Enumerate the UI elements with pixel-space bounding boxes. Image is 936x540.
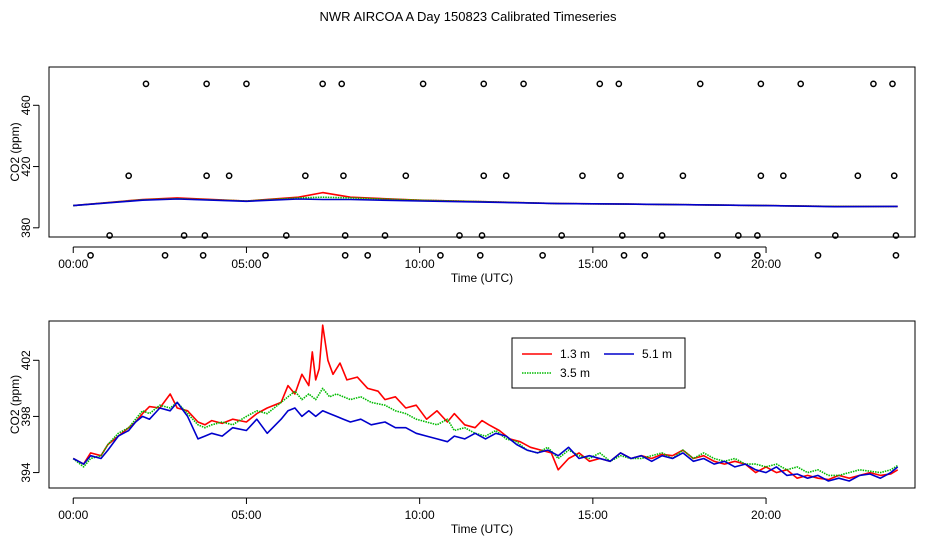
panel1-calibration-point [831, 232, 839, 239]
panel1-calibration-point [301, 172, 309, 180]
panel1-calibration-point [641, 252, 649, 259]
panel2-legend-box [511, 337, 686, 389]
panel1-calibration-point [437, 252, 444, 259]
panel1-calibration-point [180, 232, 188, 239]
panel2-legend-label: 5.1 m [642, 347, 672, 361]
panel1-calibration-point [341, 232, 349, 239]
panel1-y-tick-label: 380 [19, 217, 33, 237]
panel1-calibration-point [243, 80, 250, 88]
panel1-calibration-point [757, 80, 765, 88]
panel1-calibration-point [754, 232, 761, 239]
panel1-x-tick-label: 10:00 [405, 257, 435, 271]
panel1-calibration-point [142, 80, 150, 88]
panel1-calibration-point [658, 232, 666, 239]
panel2-legend-label: 1.3 m [560, 347, 590, 361]
panel1-calibration-point [106, 232, 113, 239]
panel1-calibration-point [203, 80, 210, 88]
panel1-x-tick-label: 20:00 [751, 257, 781, 271]
panel2-x-tick-label: 10:00 [405, 508, 435, 522]
panel2-plot-frame [48, 320, 916, 489]
panel1-calibration-point [620, 252, 628, 259]
panel1-calibration-point [225, 172, 233, 180]
panel1-calibration-point [476, 252, 484, 259]
panel1-calibration-point [696, 80, 704, 88]
panel1-calibration-point [520, 80, 527, 88]
panel1-calibration-point [617, 172, 624, 180]
panel1-calibration-point [480, 80, 488, 88]
panel1-calibration-point [456, 232, 463, 239]
panel2-y-tick-label: 398 [19, 406, 33, 426]
panel1-calibration-point [780, 172, 787, 180]
panel1-calibration-point [754, 252, 761, 259]
panel1-calibration-point [890, 172, 898, 180]
panel2-x-tick-label: 15:00 [578, 508, 608, 522]
panel1-x-tick-label: 00:00 [58, 257, 88, 271]
panel1-calibration-point [889, 80, 896, 88]
panel1-x-tick-label: 05:00 [231, 257, 261, 271]
panel2-x-tick-label: 00:00 [58, 508, 88, 522]
panel1-calibration-point [814, 252, 822, 259]
panel1-calibration-point [319, 80, 327, 88]
panel2-y-tick-label: 394 [19, 462, 33, 482]
panel1-calibration-point [558, 232, 566, 239]
panel1-calibration-point [419, 80, 427, 88]
panel1-calibration-point [478, 232, 486, 239]
panel1-calibration-point [870, 80, 877, 88]
panel1-calibration-point [618, 232, 626, 239]
panel1-calibration-point [480, 172, 488, 180]
panel2-legend-label: 3.5 m [560, 366, 590, 380]
panel2-x-axis-title: Time (UTC) [451, 522, 513, 536]
panel1-calibration-point [364, 252, 372, 259]
panel2-y-axis-title: CO2 (ppm) [8, 375, 22, 434]
panel2-series-line-13m [72, 324, 899, 481]
panel1-calibration-point [199, 252, 207, 259]
panel1-x-axis-title: Time (UTC) [451, 271, 513, 285]
panel1-calibration-point [714, 252, 721, 259]
panel2-series-line-35m [72, 387, 899, 477]
panel1-calibration-point [757, 172, 765, 180]
panel1-calibration-point [340, 172, 347, 180]
panel1-calibration-point [854, 172, 862, 180]
panel1-series-line-51m [73, 198, 898, 208]
panel1-calibration-point [679, 172, 687, 180]
panel1-calibration-point [502, 172, 510, 180]
panel1-calibration-point [381, 232, 389, 239]
panel2-x-tick-label: 05:00 [231, 508, 261, 522]
panel1-calibration-point [734, 232, 742, 239]
figure-title: NWR AIRCOA A Day 150823 Calibrated Times… [319, 9, 617, 24]
panel1-calibration-point [201, 232, 209, 239]
panel1-x-tick-label: 15:00 [578, 257, 608, 271]
panel1-calibration-point [262, 252, 269, 259]
panel1-calibration-point [203, 172, 210, 180]
panel1-calibration-point [87, 252, 94, 259]
panel1-y-axis-title: CO2 (ppm) [8, 122, 22, 181]
panel2-x-tick-label: 20:00 [751, 508, 781, 522]
panel1-calibration-point [125, 172, 133, 180]
panel2-y-tick-label: 402 [19, 350, 33, 370]
panel1-calibration-point [282, 232, 290, 239]
panel1-calibration-point [797, 80, 805, 88]
panel1-calibration-point [579, 172, 586, 180]
panel1-y-tick-label: 460 [19, 95, 33, 115]
panel1-calibration-point [892, 232, 900, 239]
panel1-calibration-point [338, 80, 346, 88]
panel1-calibration-point [161, 252, 169, 259]
panel1-calibration-point [402, 172, 410, 180]
panel1-y-tick-label: 420 [19, 156, 33, 176]
panel1-calibration-point [615, 80, 623, 88]
panel2-series-line-51m [72, 401, 899, 482]
panel1-calibration-point [341, 252, 349, 259]
panel1-plot-frame [48, 66, 916, 238]
panel1-calibration-point [596, 80, 604, 88]
panel1-calibration-point [892, 252, 900, 259]
panel1-calibration-point [539, 252, 546, 259]
